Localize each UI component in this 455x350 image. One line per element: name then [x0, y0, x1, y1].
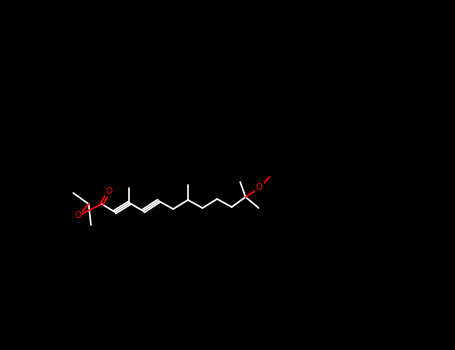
Text: O: O	[106, 187, 113, 196]
Text: O: O	[256, 183, 263, 192]
Text: O: O	[74, 211, 81, 220]
